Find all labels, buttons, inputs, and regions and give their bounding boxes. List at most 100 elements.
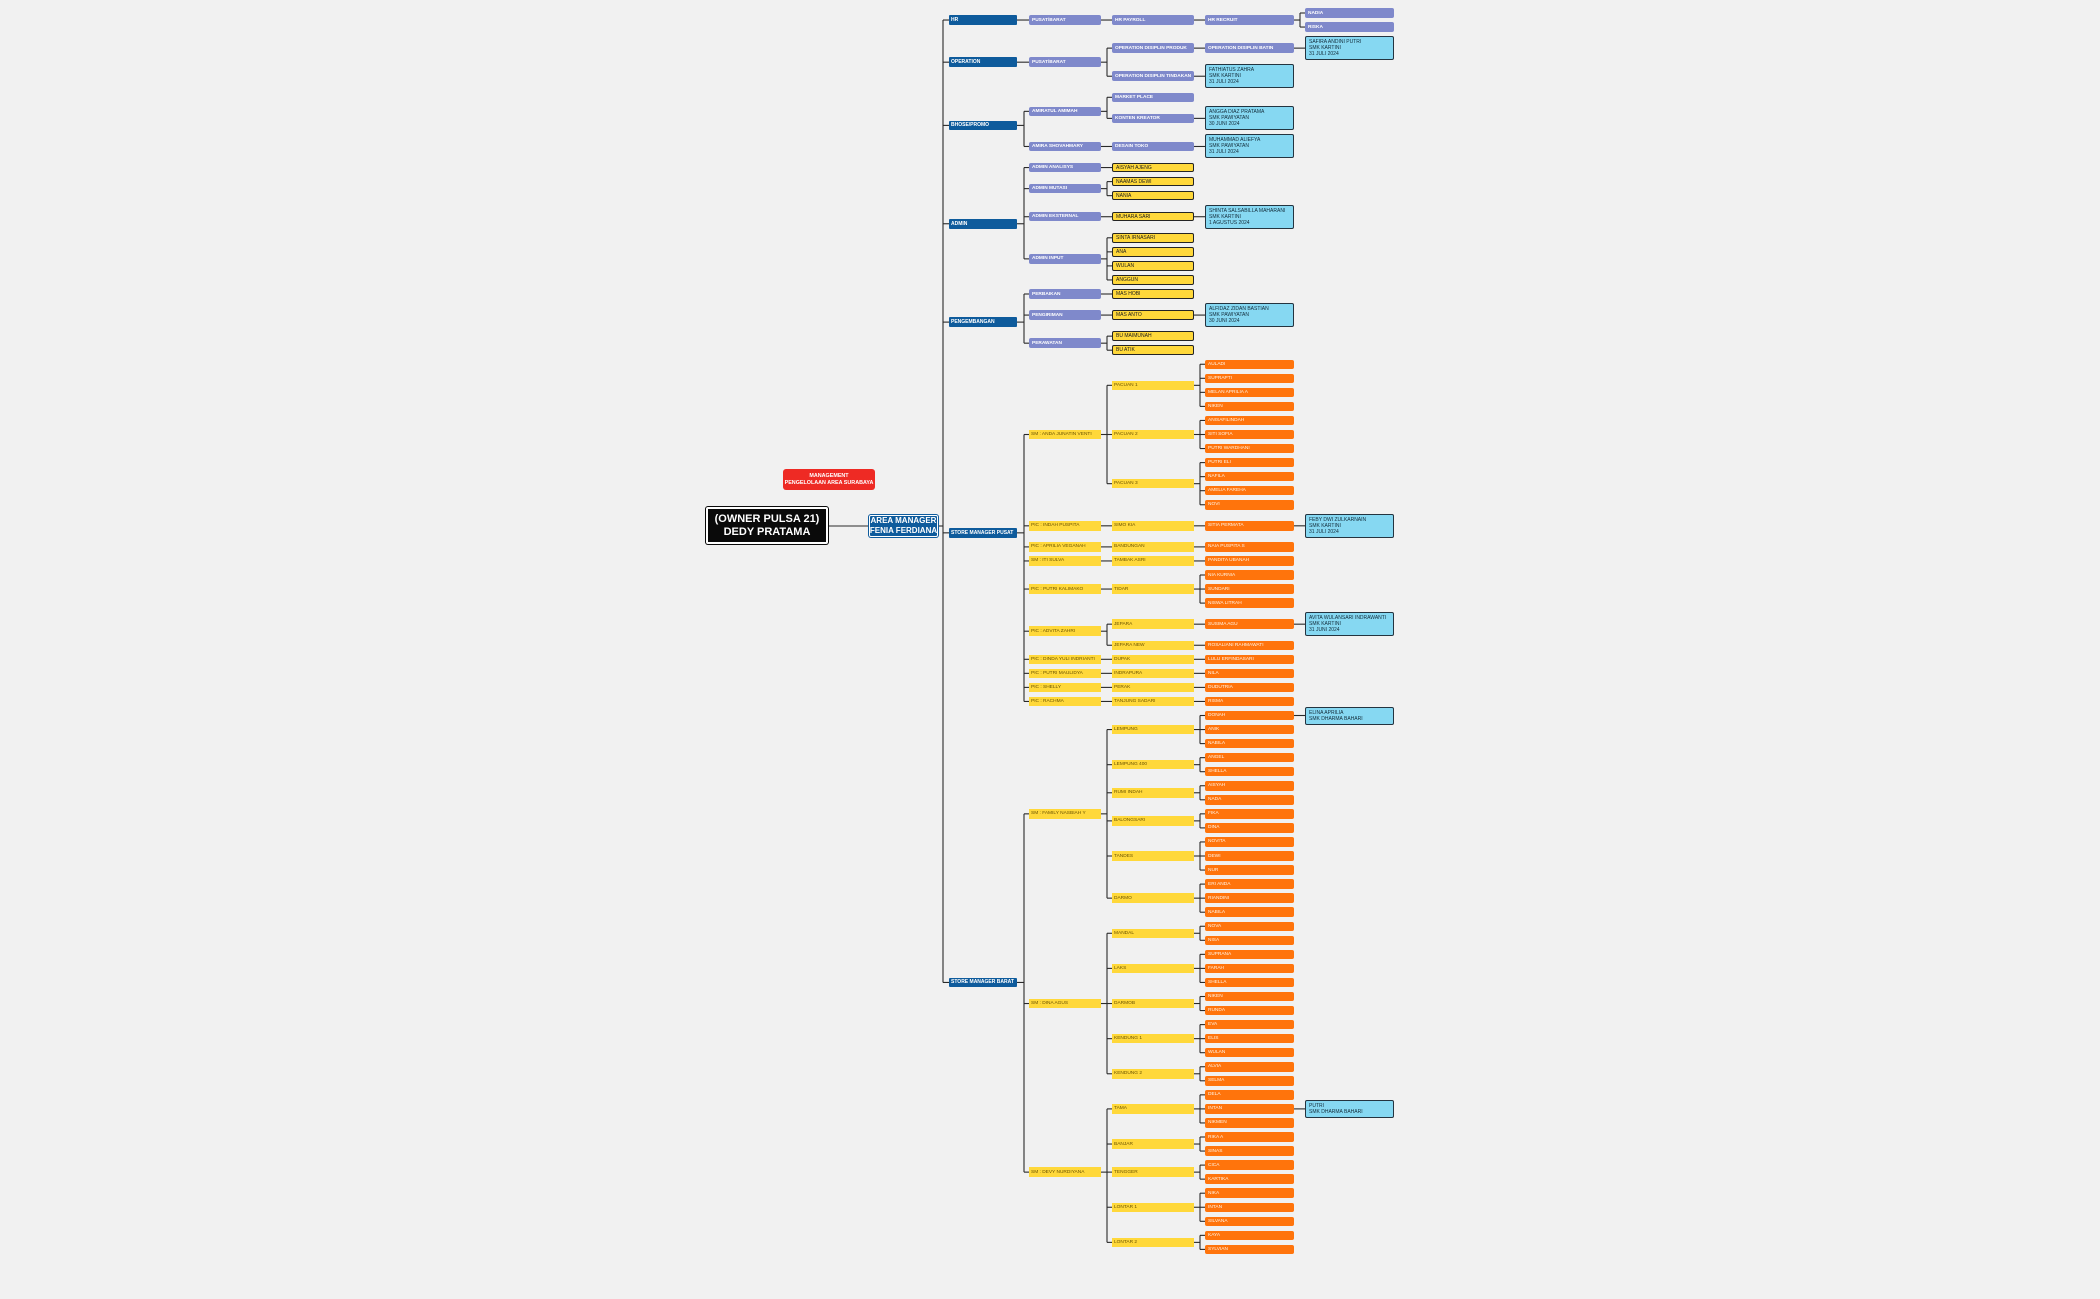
store-darmob[interactable]: DARMOB bbox=[1112, 998, 1194, 1009]
crew-rosaliani-rahmawati[interactable]: ROSALIANI RAHMAWATI bbox=[1205, 640, 1294, 650]
area-manager-node[interactable]: AREA MANAGER FENIA FERDIANA bbox=[869, 515, 938, 537]
staff-ana[interactable]: ANA bbox=[1112, 247, 1194, 257]
crew-dela[interactable]: DELA bbox=[1205, 1090, 1294, 1100]
crew-auladi[interactable]: AULADI bbox=[1205, 359, 1294, 369]
store-tidar[interactable]: TIDAR bbox=[1112, 584, 1194, 594]
intern-muhammad-aliefya[interactable]: MUHAMMAD ALIEFYA SMK PAWIYATAN 31 JULI 2… bbox=[1205, 134, 1294, 159]
crew-donah[interactable]: DONAH bbox=[1205, 710, 1294, 721]
crew-nur[interactable]: NUR bbox=[1205, 865, 1294, 875]
crew-alvia[interactable]: ALVIA bbox=[1205, 1062, 1294, 1072]
store-bandungan[interactable]: BANDUNGAN bbox=[1112, 542, 1194, 552]
store-lontar-2[interactable]: LONTAR 2 bbox=[1112, 1237, 1194, 1248]
staff-naamas-dewi[interactable]: NAAMAS DEWI bbox=[1112, 176, 1194, 187]
role-admin-input[interactable]: ADMIN INPUT bbox=[1029, 254, 1101, 264]
role-admin-mutasi[interactable]: ADMIN MUTASI bbox=[1029, 183, 1101, 194]
intern-angga-diaz-pratama[interactable]: ANGGA DIAZ PRATAMA SMK PAWIYATAN 30 JUNI… bbox=[1205, 106, 1294, 131]
role-admin-eksternal[interactable]: ADMIN EKSTERNAL bbox=[1029, 211, 1101, 222]
crew-selma[interactable]: SELMA bbox=[1205, 1076, 1294, 1086]
store-kendung-1[interactable]: KENDUNG 1 bbox=[1112, 1033, 1194, 1044]
staff-anggun[interactable]: ANGGUN bbox=[1112, 275, 1194, 285]
intern-putri[interactable]: PUTRI SMK DHARMA BAHARI bbox=[1305, 1099, 1394, 1118]
crew-nabila[interactable]: NABILA bbox=[1205, 907, 1294, 917]
store-laks[interactable]: LAKS bbox=[1112, 963, 1194, 974]
crew-nafila[interactable]: NAFILA bbox=[1205, 471, 1294, 482]
crew-nika[interactable]: NIKA bbox=[1205, 1188, 1294, 1198]
crew-angel[interactable]: ANGEL bbox=[1205, 752, 1294, 763]
crew-elis[interactable]: ELIS bbox=[1205, 1033, 1294, 1044]
crew-intan[interactable]: INTAN bbox=[1205, 1202, 1294, 1212]
store-lempung[interactable]: LEMPUNG bbox=[1112, 724, 1194, 735]
store-rumi-indah[interactable]: RUMI INDAH bbox=[1112, 788, 1194, 798]
crew-dina[interactable]: DINA bbox=[1205, 823, 1294, 833]
staff-aisyah-ajeng[interactable]: AISYAH AJENG bbox=[1112, 162, 1194, 173]
crew-melan-aprilia-a[interactable]: MELAN APRILIA A bbox=[1205, 387, 1294, 398]
crew-putri-eli[interactable]: PUTRI ELI bbox=[1205, 457, 1294, 468]
crew-dewi[interactable]: DEWI bbox=[1205, 851, 1294, 861]
crew-sundari[interactable]: SUNDARI bbox=[1205, 584, 1294, 594]
store-sm-anda-junatin-venti[interactable]: SM : ANDA JUNATIN VENTI bbox=[1029, 429, 1101, 440]
crew-shella[interactable]: SHELLA bbox=[1205, 977, 1294, 988]
store-sm-family-nasbiah-y[interactable]: SM : FAMILY NASBIAH Y bbox=[1029, 809, 1101, 819]
crew-silvana[interactable]: SILVANA bbox=[1205, 1216, 1294, 1227]
crew-eva[interactable]: EVA bbox=[1205, 1019, 1294, 1030]
store-sm-devy-nurdiyana[interactable]: SM : DEVY NURDIYANA bbox=[1029, 1167, 1101, 1177]
role-konten-kreator[interactable]: KONTEN KREATOR bbox=[1112, 113, 1194, 124]
role-desain-toko[interactable]: DESAIN TOKO bbox=[1112, 141, 1194, 152]
crew-eri-anda[interactable]: ERI ANDA bbox=[1205, 879, 1294, 889]
store-pacuan-2[interactable]: PACUAN 2 bbox=[1112, 429, 1194, 440]
store-sm-iti-sulva[interactable]: SM : ITI SULVA bbox=[1029, 556, 1101, 566]
role-perawatan[interactable]: PERAWATAN bbox=[1029, 338, 1101, 348]
crew-amelia-fareha[interactable]: AMELIA FAREHA bbox=[1205, 485, 1294, 496]
intern-fathiatus-zahra[interactable]: FATHIATUS ZAHRA SMK KARTINI 31 JULI 2024 bbox=[1205, 64, 1294, 89]
crew-shella[interactable]: SHELLA bbox=[1205, 766, 1294, 777]
role-admin-analisys[interactable]: ADMIN ANALISYS bbox=[1029, 162, 1101, 173]
crew-niken[interactable]: NIKEN bbox=[1205, 991, 1294, 1002]
store-tandes[interactable]: TANDES bbox=[1112, 851, 1194, 861]
store-balongsari[interactable]: BALONGSARI bbox=[1112, 816, 1194, 826]
role-pusat-barat[interactable]: PUSAT/BARAT bbox=[1029, 15, 1101, 25]
crew-aisyah[interactable]: AISYAH bbox=[1205, 781, 1294, 791]
store-banjar[interactable]: BANJAR bbox=[1112, 1139, 1194, 1149]
crew-anisafilindah[interactable]: ANISAFILINDAH bbox=[1205, 415, 1294, 426]
store-tengger[interactable]: TENGGER bbox=[1112, 1167, 1194, 1177]
crew-farah[interactable]: FARAH bbox=[1205, 963, 1294, 974]
intern-elina-aprilia[interactable]: ELINA APRILIA SMK DHARMA BAHARI bbox=[1305, 706, 1394, 725]
store-kendung-2[interactable]: KENDUNG 2 bbox=[1112, 1069, 1194, 1079]
intern-feby-dwi-zulkarnain[interactable]: FEBY DWI ZULKARNAIN SMK KARTINI 31 JULI … bbox=[1305, 513, 1394, 538]
role-operation-disiplin-tindakan[interactable]: OPERATION DISIPLIN TINDAKAN bbox=[1112, 71, 1194, 81]
department-store-manager-barat[interactable]: STORE MANAGER BARAT bbox=[949, 977, 1017, 988]
department-bhose-promo[interactable]: BHOSE/PROMO bbox=[949, 120, 1017, 131]
crew-nila[interactable]: NILA bbox=[1205, 668, 1294, 679]
staff-wulan[interactable]: WULAN bbox=[1112, 261, 1194, 271]
store-sm-dina-agus[interactable]: SM : DINA AGUS bbox=[1029, 998, 1101, 1009]
role-operation-disiplin-produk[interactable]: OPERATION DISIPLIN PRODUK bbox=[1112, 43, 1194, 53]
intern-safira-andini-putri[interactable]: SAFIRA ANDINI PUTRI SMK KARTINI 31 JULI … bbox=[1305, 36, 1394, 61]
crew-pandita-ubanah[interactable]: PANDITA UBANAH bbox=[1205, 556, 1294, 566]
crew-susima-agu[interactable]: SUSIMA AGU bbox=[1205, 619, 1294, 629]
department-admin[interactable]: ADMIN bbox=[949, 219, 1017, 229]
crew-risma[interactable]: RISMA bbox=[1205, 696, 1294, 707]
store-pic-indah-puspita[interactable]: PIC : INDAH PUSPITA bbox=[1029, 521, 1101, 531]
store-pic-aprilia-veganah[interactable]: PIC : APRILIA VEGANAH bbox=[1029, 542, 1101, 552]
crew-siti-sofia[interactable]: SITI SOFIA bbox=[1205, 429, 1294, 440]
crew-kartika[interactable]: KARTIKA bbox=[1205, 1174, 1294, 1184]
store-tambak-asri[interactable]: TAMBAK ASRI bbox=[1112, 556, 1194, 566]
staff-bu-atik[interactable]: BU ATIK bbox=[1112, 345, 1194, 355]
store-tama[interactable]: TAMA bbox=[1112, 1104, 1194, 1114]
store-pacuan-3[interactable]: PACUAN 3 bbox=[1112, 478, 1194, 489]
crew-nada[interactable]: NADA bbox=[1205, 795, 1294, 805]
role-hr-recruit[interactable]: HR RECRUIT bbox=[1205, 15, 1294, 25]
store-jepara[interactable]: JEPARA bbox=[1112, 619, 1194, 629]
store-pic-rachma[interactable]: PIC : RACHMA bbox=[1029, 696, 1101, 707]
crew-wulan[interactable]: WULAN bbox=[1205, 1047, 1294, 1058]
intern-alfidaz-zidan-bastian[interactable]: ALFIDAZ ZIDAN BASTIAN SMK PAWIYATAN 30 J… bbox=[1205, 303, 1294, 328]
owner-node[interactable]: (OWNER PULSA 21) DEDY PRATAMA bbox=[706, 507, 828, 544]
store-pic-putri-maulidya[interactable]: PIC : PUTRI MAULIDYA bbox=[1029, 668, 1101, 679]
crew-nova[interactable]: NOVA bbox=[1205, 921, 1294, 931]
crew-nabila[interactable]: NABILA bbox=[1205, 738, 1294, 749]
role-pengiriman[interactable]: PENGIRIMAN bbox=[1029, 310, 1101, 320]
crew-runda[interactable]: RUNDA bbox=[1205, 1005, 1294, 1016]
crew-suprapti[interactable]: SUPRAPTI bbox=[1205, 373, 1294, 384]
crew-sitia-permata[interactable]: SITIA PERMATA bbox=[1205, 521, 1294, 531]
crew-sylvian[interactable]: SYLVIAN bbox=[1205, 1244, 1294, 1255]
